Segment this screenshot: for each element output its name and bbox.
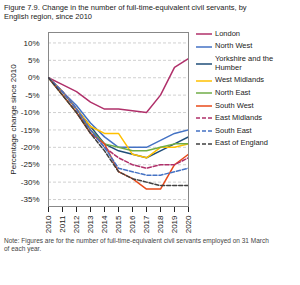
- html-text:South East: South East: [215, 125, 252, 135]
- svg-text:2017: 2017: [142, 215, 151, 233]
- svg-text:2014: 2014: [100, 215, 109, 233]
- svg-text:2013: 2013: [86, 215, 95, 233]
- html-text:East of England: East of England: [215, 138, 268, 148]
- svg-text:-35%: -35%: [21, 195, 40, 204]
- svg-text:-25%: -25%: [21, 160, 40, 169]
- svg-text:Percentage change since 2010: Percentage change since 2010: [9, 64, 18, 175]
- svg-text:2012: 2012: [72, 215, 81, 233]
- svg-text:0%: 0%: [28, 73, 40, 82]
- html-text:East Midlands: East Midlands: [215, 113, 263, 123]
- svg-text:2015: 2015: [114, 215, 123, 233]
- html-text:West Midlands: West Midlands: [215, 75, 264, 85]
- svg-text:-10%: -10%: [21, 108, 40, 117]
- html-text:Figure 7.9. Change in the numb: Figure 7.9. Change in the number of full…: [4, 3, 247, 22]
- svg-text:10%: 10%: [23, 38, 39, 47]
- html-text:North East: North East: [215, 87, 251, 97]
- svg-text:2018: 2018: [156, 215, 165, 233]
- svg-text:-20%: -20%: [21, 143, 40, 152]
- svg-text:2011: 2011: [58, 215, 67, 233]
- html-text:London: London: [215, 28, 240, 38]
- svg-text:5%: 5%: [28, 56, 40, 65]
- svg-text:-5%: -5%: [25, 90, 39, 99]
- svg-text:2020: 2020: [184, 215, 193, 233]
- html-text:North West: North West: [215, 41, 253, 51]
- svg-text:2010: 2010: [44, 215, 53, 233]
- html-text:South West: South West: [215, 100, 254, 110]
- svg-text:2019: 2019: [170, 215, 179, 233]
- html-text:Note: Figures are for the numb: Note: Figures are for the number of full…: [4, 236, 269, 252]
- svg-text:2016: 2016: [128, 215, 137, 233]
- html-text:Yorkshire and the Humber: Yorkshire and the Humber: [215, 54, 274, 72]
- svg-text:-30%: -30%: [21, 177, 40, 186]
- svg-text:-15%: -15%: [21, 125, 40, 134]
